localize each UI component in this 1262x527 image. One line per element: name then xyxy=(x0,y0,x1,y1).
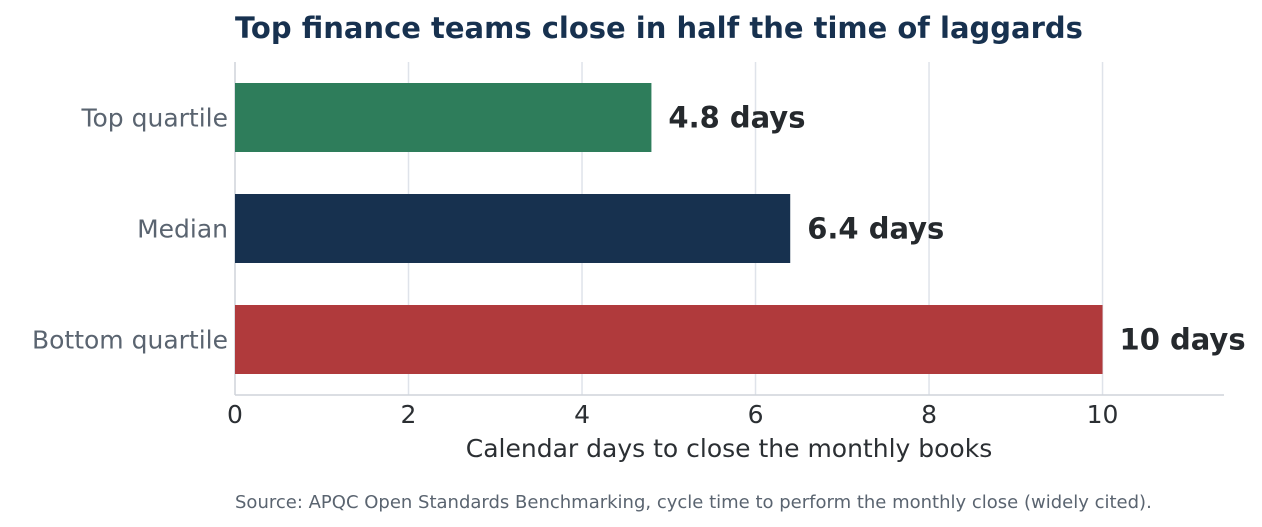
bar-median xyxy=(235,194,791,263)
value-label-top-quartile: 4.8 days xyxy=(668,101,805,135)
x-axis-label: Calendar days to close the monthly books xyxy=(466,434,992,463)
category-label-top-quartile: Top quartile xyxy=(80,104,228,133)
x-tick-labels: 0 2 4 6 8 10 xyxy=(227,400,1118,429)
x-tick-label-0: 0 xyxy=(227,400,243,429)
value-label-median: 6.4 days xyxy=(807,212,944,246)
bar-top-quartile xyxy=(235,83,652,152)
x-tick-label-4: 4 xyxy=(574,400,590,429)
bar-bottom-quartile xyxy=(235,305,1103,374)
category-label-median: Median xyxy=(137,215,228,244)
chart-title: Top finance teams close in half the time… xyxy=(235,11,1083,45)
category-label-bottom-quartile: Bottom quartile xyxy=(32,326,228,355)
x-tick-label-8: 8 xyxy=(921,400,937,429)
category-labels: Top quartile Median Bottom quartile xyxy=(32,104,228,355)
x-tick-label-2: 2 xyxy=(401,400,417,429)
value-label-bottom-quartile: 10 days xyxy=(1120,323,1246,357)
source-note: Source: APQC Open Standards Benchmarking… xyxy=(235,492,1152,513)
value-labels: 4.8 days 6.4 days 10 days xyxy=(668,101,1245,357)
x-tick-label-10: 10 xyxy=(1087,400,1119,429)
bars xyxy=(235,83,1103,374)
x-tick-label-6: 6 xyxy=(748,400,764,429)
